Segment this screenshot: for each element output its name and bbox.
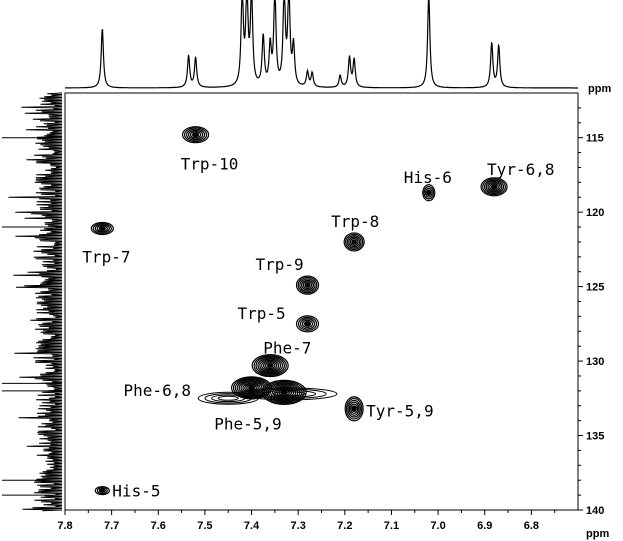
y-tick-label-1: 120 [586, 207, 604, 219]
peak-label-1: His-6 [404, 168, 452, 187]
x-axis: 7.8 7.7 7.6 7.5 7.4 7.3 7.2 7.1 7.0 6.9 6.8 [57, 510, 556, 532]
phe-contour-tails [197, 387, 338, 405]
x-axis-unit-label: ppm [586, 528, 609, 540]
x-tick-label-10: 6.8 [524, 520, 539, 532]
y-axis-unit-label: ppm [588, 83, 611, 95]
y-axis: 115 120 125 130 135 140 [578, 107, 604, 517]
peak-label-11: His-5 [112, 482, 160, 501]
y-tick-label-3: 130 [586, 356, 604, 368]
peak-label-7: Phe-7 [263, 339, 311, 358]
plot-frame [64, 92, 579, 511]
cross-peak-tyr-5-9 [344, 396, 364, 422]
x-tick-label-5: 7.3 [291, 520, 306, 532]
f1-projection-trace [2, 92, 63, 512]
x-tick-label-6: 7.2 [337, 520, 352, 532]
y-tick-label-5: 140 [586, 505, 604, 517]
peak-label-4: Trp-8 [331, 212, 379, 231]
y-tick-label-2: 125 [586, 282, 604, 294]
cross-peak-trp-7 [90, 221, 114, 236]
peak-label-5: Trp-9 [256, 255, 304, 274]
peak-label-2: Tyr-6,8 [487, 160, 554, 179]
cross-peak-trp-10 [181, 126, 210, 144]
peak-label-8: Phe-6,8 [124, 381, 191, 400]
x-tick-label-3: 7.5 [197, 520, 212, 532]
x-tick-label-1: 7.7 [104, 520, 119, 532]
f1-projection-1d-spectrum [2, 92, 63, 512]
cross-peak-trp-9 [295, 275, 320, 295]
peak-label-10: Tyr-5,9 [366, 402, 433, 421]
f2-projection-1d-spectrum [65, 0, 578, 89]
x-tick-label-0: 7.8 [57, 520, 72, 532]
x-tick-label-9: 6.9 [477, 520, 492, 532]
cross-peak-contours [90, 126, 508, 496]
cross-peak-trp-5 [295, 315, 320, 333]
x-tick-label-8: 7.0 [430, 520, 445, 532]
peak-label-3: Trp-7 [82, 248, 130, 267]
cross-peak-his-5 [94, 486, 110, 496]
cross-peak-tyr-6-8 [480, 177, 508, 197]
peak-labels: Trp-10 His-6 Tyr-6,8 Trp-7 Trp-8 Trp-9 Trp-5 Ph… [82, 155, 554, 501]
x-tick-label-2: 7.6 [151, 520, 166, 532]
x-tick-label-7: 7.1 [384, 520, 399, 532]
peak-label-9: Phe-5,9 [214, 414, 281, 433]
cross-peak-trp-8 [343, 232, 365, 252]
peak-label-0: Trp-10 [181, 155, 239, 174]
peak-label-6: Trp-5 [238, 304, 286, 323]
cross-peak-his-6 [422, 184, 436, 202]
y-tick-label-0: 115 [586, 133, 604, 145]
f2-projection-trace [65, 0, 578, 89]
cross-peak-phe-7 [251, 353, 289, 378]
y-tick-label-4: 135 [586, 431, 604, 443]
x-tick-label-4: 7.4 [244, 520, 260, 532]
